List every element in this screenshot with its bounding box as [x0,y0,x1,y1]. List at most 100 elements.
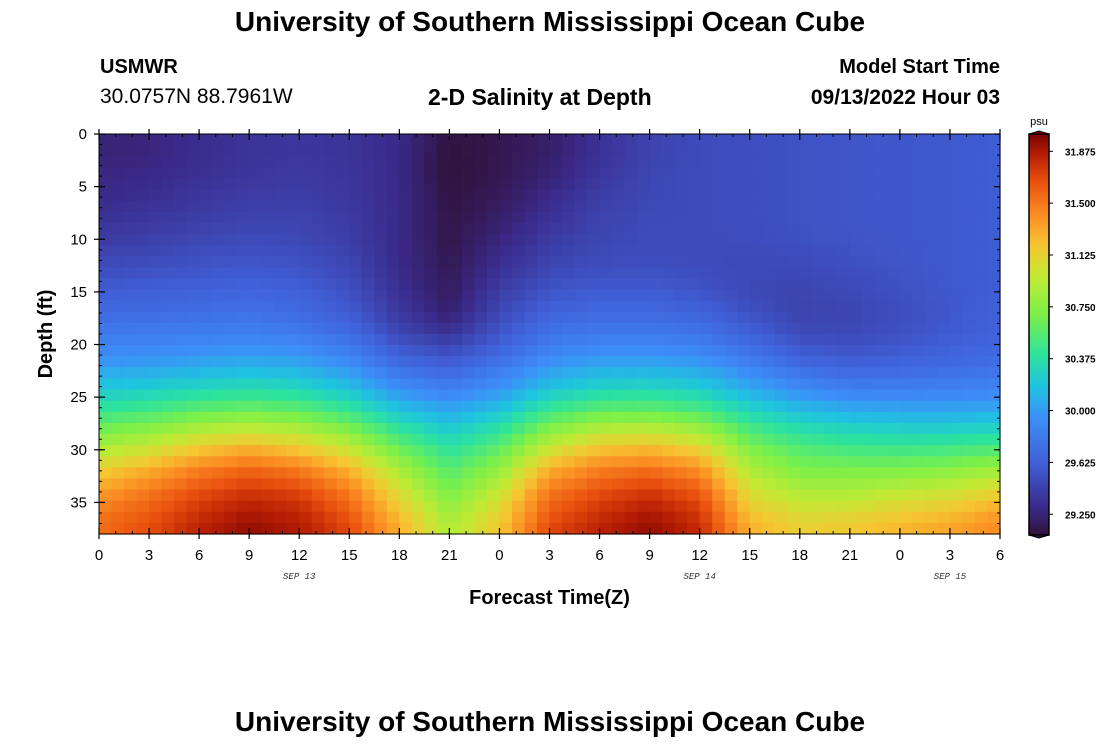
heatmap-cell [574,489,588,502]
heatmap-cell [199,345,213,357]
heatmap-cell [899,434,913,446]
heatmap-cell [712,189,726,202]
heatmap-cell [274,500,288,513]
heatmap-cell [649,334,663,346]
heatmap-cell [687,222,701,235]
heatmap-cell [737,178,751,191]
heatmap-cell [324,134,338,146]
heatmap-cell [674,278,688,291]
heatmap-cell [136,456,150,468]
heatmap-cell [624,245,638,257]
heatmap-cell [186,434,200,446]
heatmap-cell [874,322,888,335]
heatmap-cell [499,222,513,235]
heatmap-cell [812,367,826,380]
heatmap-cell [587,178,601,191]
heatmap-cell [912,511,926,524]
heatmap-cell [311,400,325,413]
heatmap-cell [712,522,726,535]
heatmap-cell [511,434,526,446]
heatmap-cell [486,511,501,524]
heatmap-cell [186,289,200,302]
heatmap-cell [962,234,976,246]
heatmap-cell [849,345,863,357]
heatmap-cell [499,378,513,391]
heatmap-cell [361,422,375,435]
heatmap-cell [386,389,400,402]
heatmap-cell [261,378,275,391]
heatmap-cell [737,245,751,257]
heatmap-cell [511,345,526,357]
heatmap-cell [536,234,551,246]
heatmap-cell [111,400,125,413]
heatmap-cell [311,467,325,480]
heatmap-cell [762,245,776,257]
heatmap-cell [486,522,501,535]
heatmap-cell [724,489,738,502]
heatmap-cell [149,445,163,457]
heatmap-cell [912,522,926,535]
x-date-label: SEP 15 [934,572,967,582]
heatmap-cell [812,234,826,246]
heatmap-cell [974,334,989,346]
heatmap-cell [99,400,113,413]
heatmap-cell [587,389,601,402]
heatmap-cell [261,300,275,313]
heatmap-cell [174,422,188,435]
heatmap-cell [624,334,638,346]
heatmap-cell [536,522,551,535]
heatmap-cell [974,356,989,368]
heatmap-cell [549,445,563,457]
heatmap-cell [374,434,388,446]
heatmap-cell [511,267,526,280]
heatmap-cell [637,511,651,524]
heatmap-cell [562,489,576,502]
heatmap-cell [461,278,476,291]
y-axis-title: Depth (ft) [35,290,57,379]
heatmap-cell [699,378,713,391]
heatmap-cell [436,178,450,191]
heatmap-cell [161,378,175,391]
heatmap-cell [324,145,338,157]
heatmap-cell [386,245,400,257]
heatmap-cell [386,467,400,480]
heatmap-cell [224,334,238,346]
heatmap-cell [974,178,989,191]
heatmap-cell [249,389,263,402]
heatmap-cell [474,411,488,424]
heatmap-cell [962,522,976,535]
heatmap-cell [637,256,651,268]
heatmap-cell [949,478,964,491]
heatmap-cell [737,500,751,513]
heatmap-cell [899,134,913,146]
heatmap-cell [261,134,275,146]
heatmap-cell [349,289,363,302]
heatmap-cell [386,400,400,413]
heatmap-cell [937,400,951,413]
heatmap-cell [674,434,688,446]
heatmap-cell [499,411,513,424]
heatmap-cell [324,200,338,213]
heatmap-cell [186,489,200,502]
heatmap-cell [249,234,263,246]
heatmap-cell [787,256,801,268]
heatmap-cell [912,267,926,280]
heatmap-cell [987,489,1001,502]
heatmap-cell [174,500,188,513]
heatmap-cell [849,389,863,402]
heatmap-cell [149,200,163,213]
heatmap-cell [449,334,463,346]
heatmap-cell [274,222,288,235]
heatmap-cell [349,411,363,424]
heatmap-cell [699,211,713,224]
heatmap-cell [411,178,425,191]
heatmap-cell [749,456,763,468]
heatmap-cell [211,411,225,424]
heatmap-cell [186,445,200,457]
heatmap-cell [499,434,513,446]
heatmap-cell [249,422,263,435]
heatmap-cell [799,300,813,313]
heatmap-cell [799,478,813,491]
heatmap-cell [186,422,200,435]
heatmap-cell [411,456,425,468]
